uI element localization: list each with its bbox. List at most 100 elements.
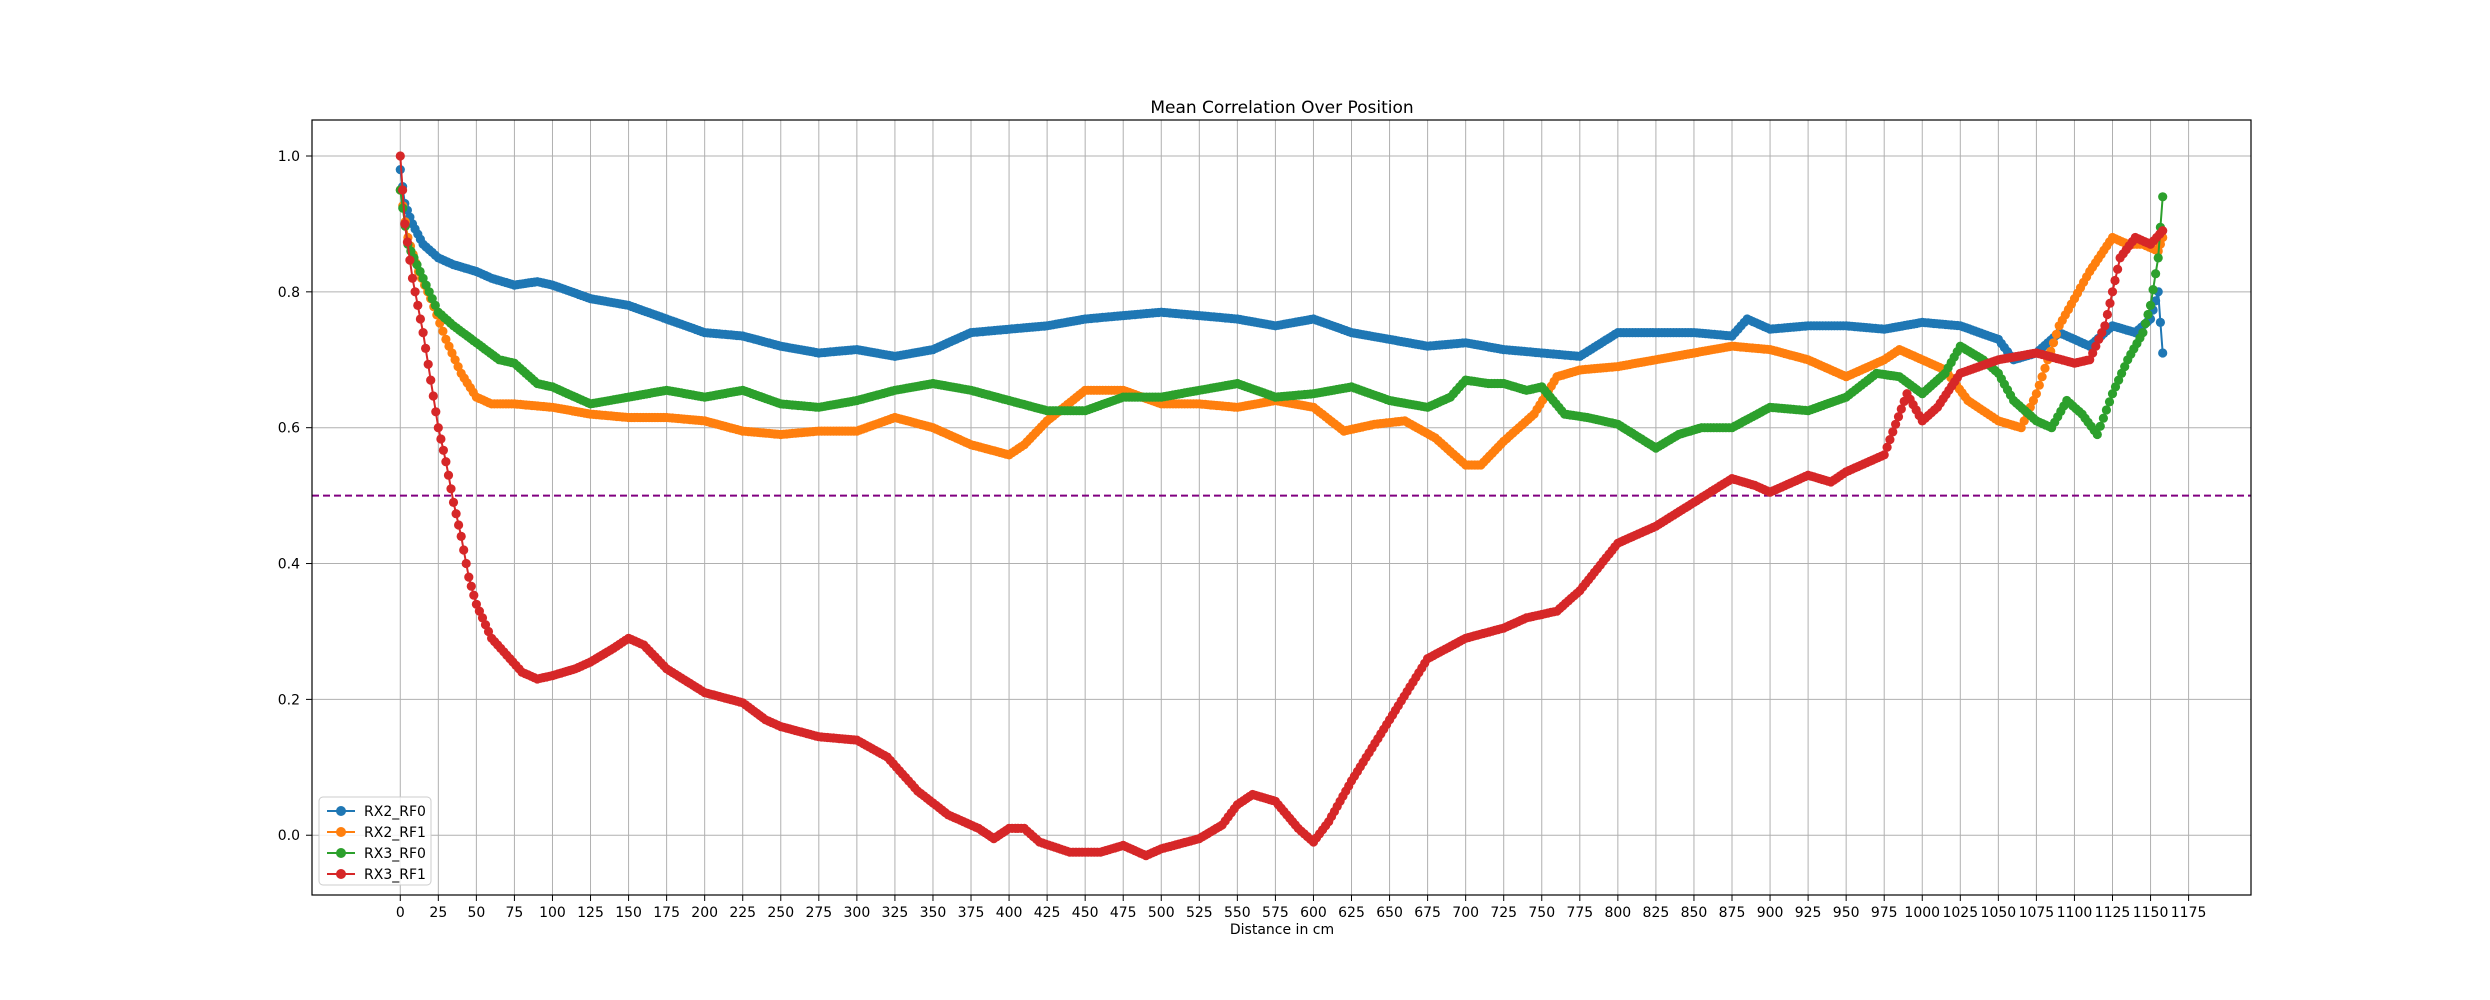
y-tick-label: 0.4 [278, 557, 300, 573]
data-point [398, 185, 408, 195]
data-point [433, 423, 443, 433]
data-point [1893, 412, 1904, 422]
x-tick-label: 1150 [2133, 905, 2169, 921]
data-point [461, 558, 471, 569]
x-tick-label: 1075 [2019, 905, 2055, 921]
data-point [456, 531, 466, 542]
x-tick-label: 975 [1871, 905, 1898, 921]
data-point [469, 590, 479, 600]
legend-label: RX2_RF0 [364, 804, 426, 820]
x-tick-label: 750 [1528, 905, 1555, 921]
data-point [428, 391, 438, 401]
x-tick-label: 50 [467, 905, 485, 921]
legend-box [318, 796, 432, 886]
legend-marker [336, 827, 346, 837]
data-point [400, 219, 410, 229]
y-tick-label: 0.0 [278, 828, 300, 844]
data-point [2104, 397, 2115, 407]
x-tick-label: 250 [767, 905, 794, 921]
x-tick-label: 650 [1376, 905, 1403, 921]
x-tick-label: 700 [1452, 905, 1479, 921]
legend-label: RX2_RF1 [364, 825, 426, 841]
data-point [2098, 413, 2108, 423]
legend-marker [336, 848, 346, 858]
data-point [2034, 380, 2044, 390]
data-point [2101, 405, 2111, 415]
y-tick-label: 0.8 [278, 285, 300, 301]
x-tick-label: 1175 [2171, 905, 2207, 921]
data-point [2037, 372, 2047, 382]
x-tick-label: 200 [691, 905, 718, 921]
data-point [418, 328, 428, 338]
legend-label: RX3_RF0 [364, 846, 426, 862]
data-point [413, 300, 423, 310]
data-point [423, 359, 433, 369]
data-point [2113, 264, 2123, 274]
data-point [2138, 328, 2148, 338]
data-point [405, 255, 415, 265]
data-point [438, 445, 448, 455]
x-tick-label: 1125 [2095, 905, 2131, 921]
x-tick-label: 225 [729, 905, 756, 921]
data-point [466, 581, 476, 591]
data-point [407, 273, 418, 283]
data-point [2158, 226, 2168, 236]
data-point [2095, 421, 2105, 431]
x-tick-label: 1025 [1942, 905, 1978, 921]
x-tick-label: 475 [1110, 905, 1137, 921]
x-tick-label: 275 [805, 905, 832, 921]
data-point [2107, 287, 2118, 297]
x-axis-title: Distance in cm [1230, 922, 1334, 938]
data-point [421, 343, 431, 353]
x-tick-label: 600 [1300, 905, 1327, 921]
data-point [431, 407, 441, 417]
data-point [2140, 318, 2151, 329]
x-tick-label: 675 [1414, 905, 1441, 921]
x-tick-label: 350 [920, 905, 947, 921]
x-tick-label: 625 [1338, 905, 1365, 921]
data-point [2153, 253, 2163, 263]
x-tick-label: 925 [1795, 905, 1822, 921]
legend: RX2_RF0 RX2_RF1 RX3_RF0 RX3_RF1 [318, 796, 432, 886]
x-tick-label: 725 [1490, 905, 1517, 921]
data-point [2151, 269, 2161, 279]
data-point [441, 457, 451, 467]
data-point [446, 484, 456, 494]
data-point [2040, 363, 2050, 373]
x-tick-label: 400 [996, 905, 1023, 921]
data-point [2148, 285, 2158, 295]
data-point [410, 287, 420, 297]
x-tick-label: 375 [958, 905, 985, 921]
data-point [2048, 338, 2059, 348]
data-point [2155, 317, 2165, 327]
data-point [1896, 404, 1906, 414]
x-tick-label: 75 [506, 905, 524, 921]
plot-frame [311, 119, 2252, 896]
tick-layer: 0 25 50 75 100 125 150 175 200 225 250 275 300 325 350… [278, 149, 2207, 921]
x-tick-label: 100 [539, 905, 566, 921]
data-point [448, 497, 459, 507]
data-point [459, 545, 469, 555]
x-tick-label: 425 [1034, 905, 1061, 921]
data-point [454, 520, 464, 530]
x-tick-label: 550 [1224, 905, 1251, 921]
data-point [2102, 309, 2112, 320]
series-rx3-rf1 [395, 151, 2168, 861]
x-tick-label: 775 [1566, 905, 1593, 921]
series-layer [395, 151, 2168, 861]
data-point [1891, 419, 1901, 429]
data-point [2092, 429, 2102, 440]
data-point [402, 237, 412, 247]
x-tick-label: 800 [1604, 905, 1631, 921]
data-point [436, 434, 446, 444]
data-point [2051, 329, 2061, 339]
x-tick-label: 575 [1262, 905, 1289, 921]
grid-lines [312, 120, 2251, 895]
x-tick-label: 875 [1719, 905, 1746, 921]
data-point [2100, 321, 2110, 331]
data-point [438, 326, 448, 336]
data-point [395, 151, 405, 161]
y-tick-label: 0.6 [278, 421, 300, 437]
data-point [2105, 298, 2115, 308]
